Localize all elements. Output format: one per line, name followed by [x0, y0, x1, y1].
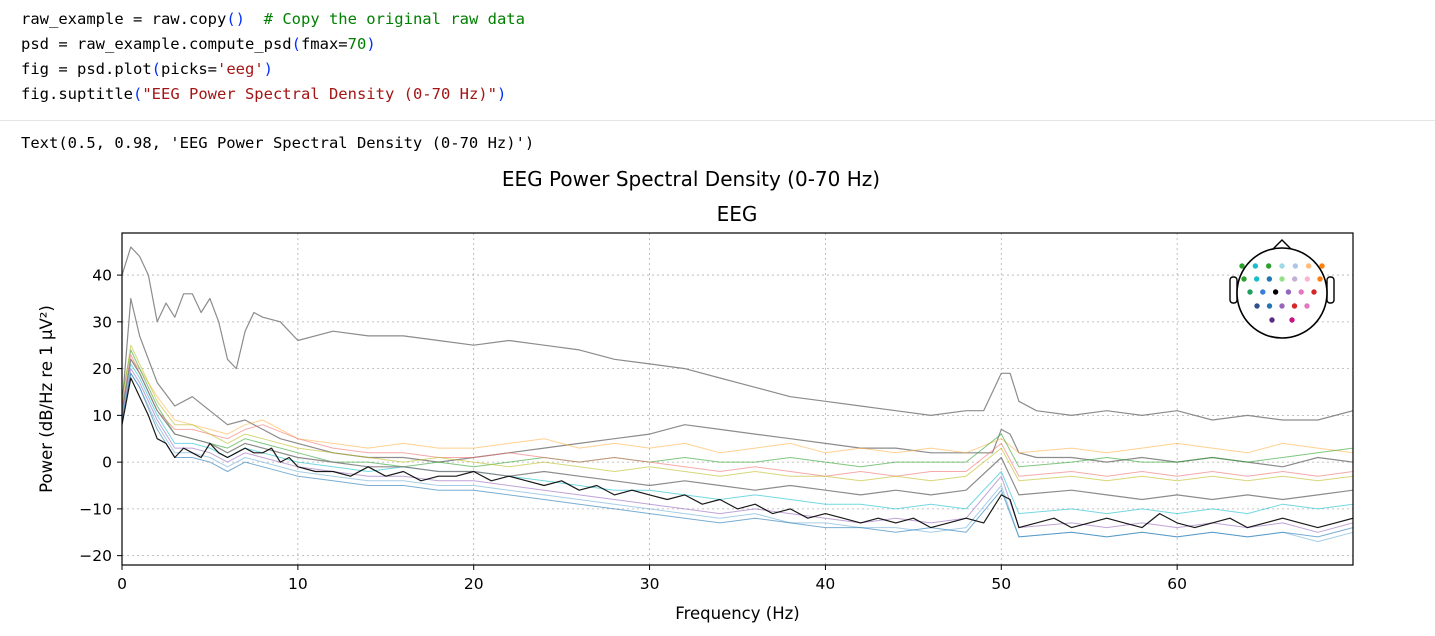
- x-tick-label: 0: [117, 575, 127, 593]
- sensor-dot: [1291, 303, 1298, 309]
- y-tick-label: 10: [92, 407, 112, 425]
- series-line: [122, 372, 1353, 538]
- output-text: Text(0.5, 0.98, 'EEG Power Spectral Dens…: [21, 134, 535, 152]
- psd-chart: EEG Power Spectral Density (0-70 Hz) EEG 0…: [37, 167, 1354, 623]
- code-line-4: fig.suptitle("EEG Power Spectral Density…: [21, 82, 506, 107]
- head-ear-left: [1229, 276, 1238, 304]
- sensor-dot: [1291, 276, 1298, 282]
- y-tick-label: −20: [79, 547, 112, 565]
- head-ear-right: [1326, 276, 1335, 304]
- code-string: 'eeg': [217, 60, 264, 78]
- y-axis-label: Power (dB/Hz re 1 µV²): [37, 305, 56, 493]
- chart-title: EEG: [717, 202, 758, 226]
- head-nose: [1271, 239, 1293, 251]
- x-tick-label: 20: [464, 575, 484, 593]
- sensor-dot: [1289, 317, 1295, 323]
- sensor-dot: [1279, 303, 1285, 309]
- code-paren: (: [151, 60, 161, 78]
- sensor-dot: [1253, 276, 1260, 282]
- series-line: [122, 368, 1353, 533]
- chart-suptitle: EEG Power Spectral Density (0-70 Hz): [502, 167, 880, 191]
- sensor-dot: [1266, 276, 1273, 282]
- series-line: [122, 344, 1353, 482]
- code-paren: ): [496, 85, 507, 103]
- x-tick-label: 10: [288, 575, 308, 593]
- y-tick-label: 20: [92, 360, 112, 378]
- sensor-dot: [1304, 276, 1311, 282]
- code-text: fig.suptitle: [21, 85, 133, 103]
- code-string: "EEG Power Spectral Density (0-70 Hz)": [142, 85, 497, 103]
- series-line: [122, 354, 1353, 477]
- sensor-dot: [1304, 303, 1310, 309]
- series-line: [122, 372, 1353, 543]
- code-text: fmax=: [300, 35, 348, 53]
- sensor-dot: [1292, 263, 1299, 269]
- code-line-3: fig = psd.plot(picks='eeg'): [21, 57, 273, 82]
- code-paren: (: [291, 35, 301, 53]
- x-tick-label: 30: [640, 575, 660, 593]
- code-text: picks=: [161, 60, 217, 78]
- code-text: raw_example = raw.copy: [21, 10, 227, 28]
- x-tick-label: 50: [991, 575, 1011, 593]
- code-space: [245, 10, 264, 28]
- sensor-dot: [1279, 263, 1285, 269]
- axes-frame: [121, 232, 1354, 566]
- cell-separator: [0, 120, 1435, 121]
- code-number: 70: [347, 35, 367, 53]
- sensor-dot: [1241, 276, 1247, 282]
- sensor-dot: [1285, 289, 1292, 295]
- head-outline: [1236, 247, 1328, 339]
- code-paren: ): [263, 60, 274, 78]
- code-comment: # Copy the original raw data: [263, 10, 525, 28]
- series-line: [122, 297, 1353, 468]
- sensor-dot: [1265, 263, 1272, 269]
- code-paren: (): [226, 10, 245, 28]
- code-cell[interactable]: raw_example = raw.copy() # Copy the orig…: [0, 0, 1435, 120]
- sensor-dot: [1247, 289, 1253, 295]
- code-paren: ): [366, 35, 376, 53]
- x-axis-label: Frequency (Hz): [675, 604, 799, 623]
- y-tick-label: 30: [92, 313, 112, 331]
- sensor-dot: [1260, 289, 1266, 295]
- sensor-dot: [1305, 263, 1312, 269]
- sensor-dot: [1266, 303, 1273, 309]
- code-paren: (: [132, 85, 143, 103]
- sensor-dot: [1319, 263, 1325, 269]
- code-line-1: raw_example = raw.copy() # Copy the orig…: [21, 7, 525, 32]
- series-line: [122, 363, 1353, 515]
- series-line: [122, 358, 1353, 454]
- series-line: [122, 246, 1353, 421]
- psd-figure: EEG Power Spectral Density (0-70 Hz) EEG 0…: [0, 160, 1435, 636]
- code-text: psd = raw_example.compute_psd: [21, 35, 292, 53]
- code-text: fig = psd.plot: [21, 60, 152, 78]
- sensor-dot: [1239, 263, 1245, 269]
- code-line-2: psd = raw_example.compute_psd(fmax=70): [21, 32, 376, 57]
- y-tick-label: 40: [92, 267, 112, 285]
- sensor-dot: [1298, 289, 1304, 295]
- sensor-dot: [1254, 303, 1260, 309]
- series-line: [122, 377, 1353, 529]
- x-tick-label: 60: [1167, 575, 1187, 593]
- sensor-dot: [1272, 289, 1279, 295]
- series-line: [122, 358, 1353, 501]
- x-tick-label: 40: [816, 575, 836, 593]
- sensor-head-inset: [1229, 239, 1335, 339]
- sensor-dot: [1252, 263, 1259, 269]
- sensor-dot: [1317, 276, 1323, 282]
- series-group: [122, 246, 1353, 543]
- sensor-dot: [1311, 289, 1317, 295]
- sensor-dot: [1279, 276, 1285, 282]
- sensor-dot: [1269, 317, 1275, 323]
- y-tick-label: −10: [79, 500, 112, 518]
- y-tick-label: 0: [102, 454, 112, 472]
